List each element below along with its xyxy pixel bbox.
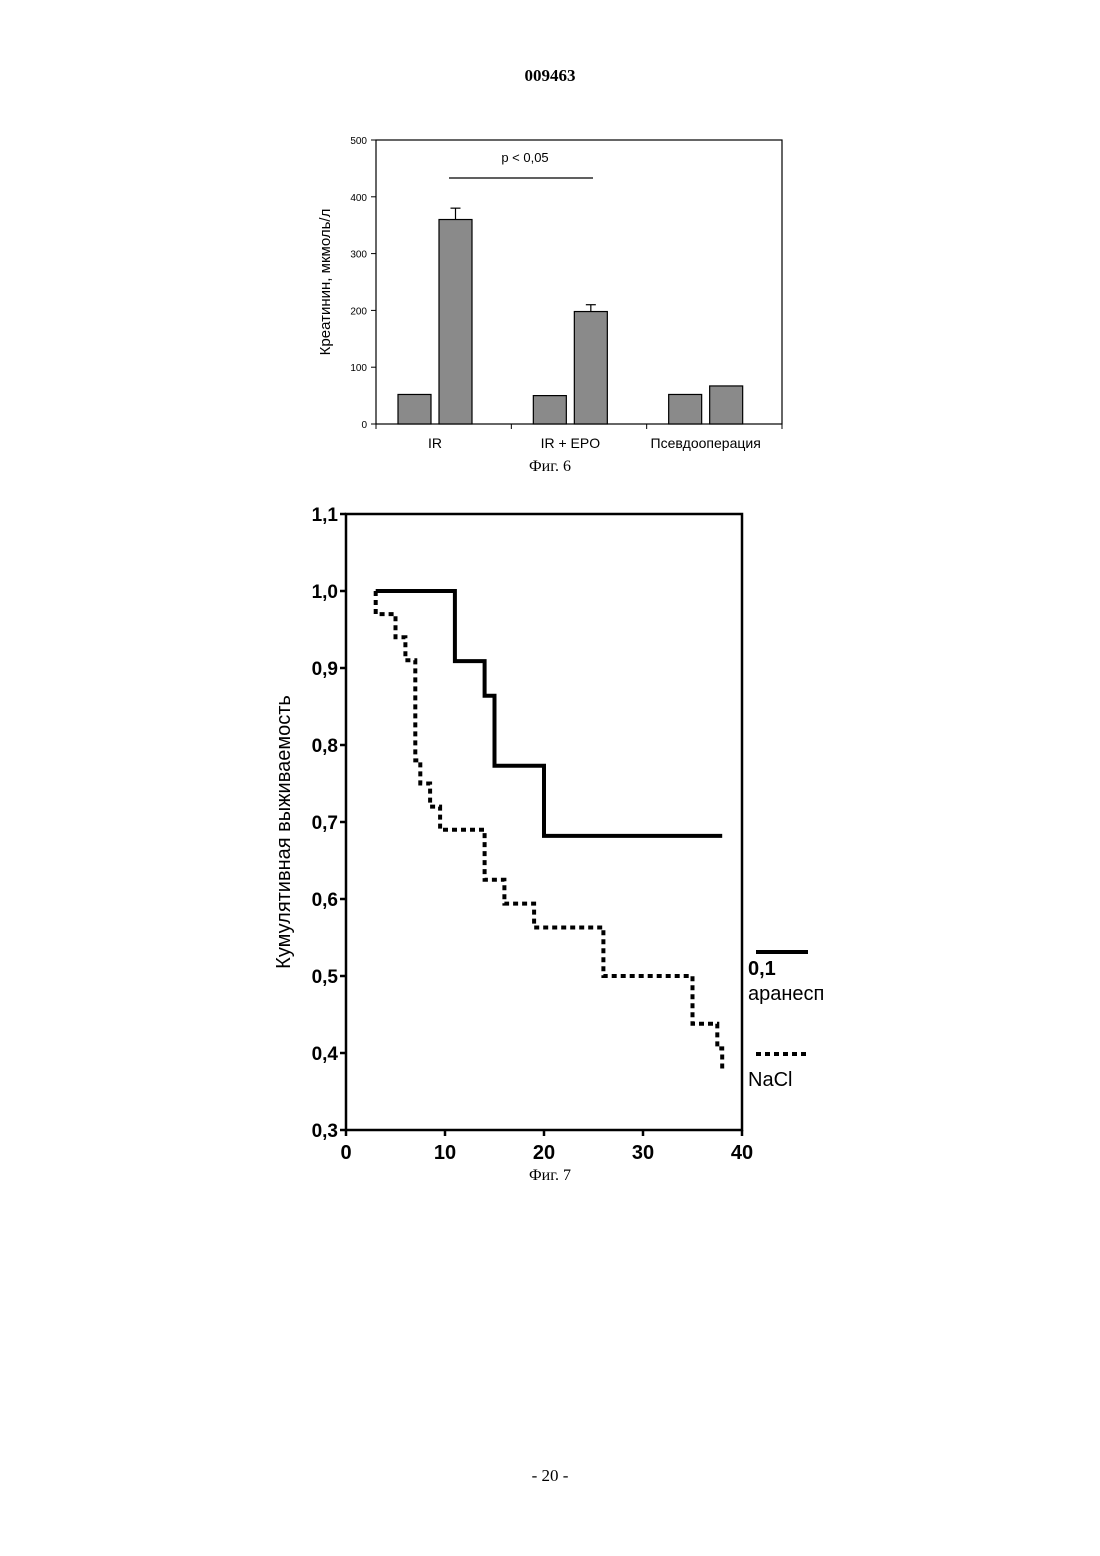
survival-line-chart: 0,3 0,4 0,5 0,6 0,7 0,8 0,9 1,0 1,1 0 10 20 30 40 0,1 а…	[0, 0, 1100, 1160]
page-number-bottom: - 20 -	[0, 1466, 1100, 1486]
y-tick-label: 1,0	[312, 582, 338, 603]
legend-label: 0,1 аранесп	[748, 958, 824, 1005]
legend-label: NaCl	[748, 1069, 792, 1091]
y-tick-label: 0,9	[312, 659, 338, 680]
x-tick-label: 0	[340, 1142, 351, 1160]
x-tick-label: 20	[533, 1142, 555, 1160]
y-tick-label: 0,6	[312, 890, 338, 911]
y-tick-label: 0,3	[312, 1121, 338, 1142]
y-axis-label: Кумулятивная выживаемость	[273, 695, 295, 969]
y-tick-label: 0,8	[312, 736, 338, 757]
legend-label-line: аранесп	[748, 983, 824, 1005]
survival-curve	[376, 591, 723, 836]
legend-label-line: NaCl	[748, 1069, 792, 1091]
y-tick-label: 0,7	[312, 813, 338, 834]
y-tick-label: 1,1	[312, 505, 339, 526]
survival-curve	[376, 591, 723, 1072]
x-tick-label: 40	[731, 1142, 753, 1160]
figure7-caption: Фиг. 7	[0, 1167, 1100, 1185]
x-tick-label: 10	[434, 1142, 456, 1160]
y-tick-label: 0,5	[312, 967, 339, 988]
legend-label-line: 0,1	[748, 958, 776, 980]
y-tick-label: 0,4	[312, 1044, 339, 1065]
x-tick-label: 30	[632, 1142, 654, 1160]
